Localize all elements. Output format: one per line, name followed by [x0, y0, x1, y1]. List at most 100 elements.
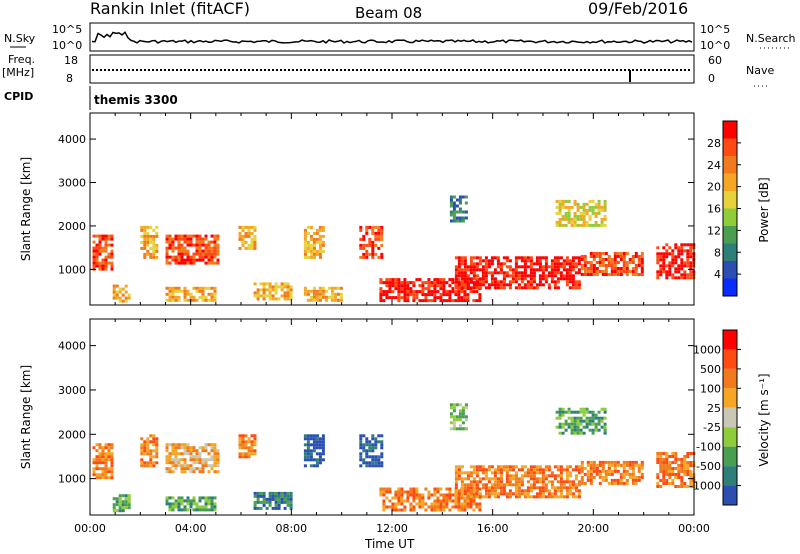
echo-cell: [686, 467, 690, 470]
echo-cell: [452, 195, 456, 199]
echo-cell: [379, 287, 383, 291]
echo-cell: [568, 286, 572, 290]
echo-cell: [478, 468, 482, 472]
echo-cell: [362, 458, 366, 462]
echo-cell: [192, 449, 196, 453]
echo-cell: [668, 264, 672, 268]
echo-cell: [469, 465, 473, 469]
echo-cell: [403, 490, 407, 494]
echo-cell: [576, 205, 580, 209]
echo-cell: [374, 458, 378, 462]
echo-cell: [499, 268, 503, 272]
echo-cell: [427, 284, 431, 288]
echo-cell: [155, 225, 159, 229]
echo-cell: [564, 214, 568, 218]
echo-cell: [165, 234, 169, 238]
echo-cell: [379, 296, 383, 300]
echo-cell: [250, 225, 254, 229]
echo-cell: [180, 508, 184, 512]
echo-cell: [140, 449, 144, 453]
echo-cell: [600, 425, 604, 429]
echo-cell: [475, 493, 479, 497]
echo-cell: [359, 237, 363, 241]
echo-cell: [247, 437, 251, 441]
echo-cell: [112, 497, 116, 501]
echo-cell: [112, 290, 116, 294]
echo-cell: [385, 281, 389, 285]
echo-cell: [104, 443, 108, 447]
echo-cell: [631, 469, 635, 473]
echo-cell: [183, 464, 187, 468]
echo-cell: [359, 464, 363, 468]
echo-cell: [562, 277, 566, 281]
echo-cell: [306, 452, 310, 456]
echo-cell: [92, 252, 96, 256]
echo-cell: [583, 273, 587, 276]
echo-cell: [571, 483, 575, 487]
echo-cell: [555, 425, 559, 429]
echo-cell: [603, 217, 607, 221]
echo-cell: [312, 289, 316, 293]
echo-cell: [107, 243, 111, 247]
echo-cell: [118, 497, 122, 501]
echo-cell: [359, 446, 363, 450]
echo-cell: [315, 458, 319, 462]
echo-cell: [180, 243, 184, 247]
echo-cell: [556, 268, 560, 272]
echo-cell: [442, 293, 446, 297]
echo-cell: [622, 463, 626, 467]
echo-cell: [118, 287, 122, 291]
echo-cell: [149, 246, 153, 250]
echo-cell: [201, 458, 205, 462]
echo-cell: [496, 468, 500, 472]
echo-cell: [668, 464, 672, 467]
echo-cell: [365, 461, 369, 465]
echo-cell: [315, 295, 319, 299]
echo-cell: [146, 461, 150, 465]
echo-cell: [121, 503, 125, 507]
echo-cell: [177, 458, 181, 462]
echo-cell: [433, 296, 437, 300]
echo-cell: [573, 416, 577, 420]
echo-cell: [380, 228, 384, 232]
echo-cell: [118, 494, 122, 498]
echo-cell: [514, 492, 518, 496]
echo-cell: [198, 446, 202, 450]
echo-cell: [189, 458, 193, 462]
echo-cell: [662, 270, 666, 274]
echo-cell: [487, 286, 491, 290]
echo-cell: [213, 246, 217, 250]
echo-cell: [481, 271, 485, 275]
echo-cell: [461, 406, 465, 410]
echo-cell: [171, 298, 175, 302]
echo-cell: [514, 495, 518, 499]
echo-cell: [532, 465, 536, 469]
echo-cell: [493, 471, 497, 475]
echo-cell: [481, 259, 485, 263]
echo-cell: [592, 267, 596, 270]
echo-cell: [553, 259, 557, 263]
echo-cell: [656, 258, 660, 262]
echo-cell: [583, 267, 587, 270]
echo-cell: [604, 478, 608, 482]
echo-cell: [594, 220, 598, 224]
echo-cell: [180, 249, 184, 253]
echo-cell: [247, 231, 251, 235]
echo-cell: [315, 240, 319, 244]
echo-cell: [461, 415, 465, 419]
echo-cell: [427, 278, 431, 282]
echo-cell: [541, 492, 545, 496]
echo-cell: [101, 476, 105, 480]
echo-cell: [101, 449, 105, 453]
echo-cell: [149, 440, 153, 444]
echo-cell: [586, 469, 590, 473]
echo-cell: [165, 286, 169, 290]
echo-cell: [189, 261, 193, 265]
echo-cell: [677, 458, 681, 461]
echo-cell: [165, 502, 169, 506]
echo-cell: [568, 471, 572, 475]
echo-cell: [110, 261, 114, 265]
echo-cell: [198, 496, 202, 500]
freq-unit: [MHz]: [2, 66, 34, 79]
